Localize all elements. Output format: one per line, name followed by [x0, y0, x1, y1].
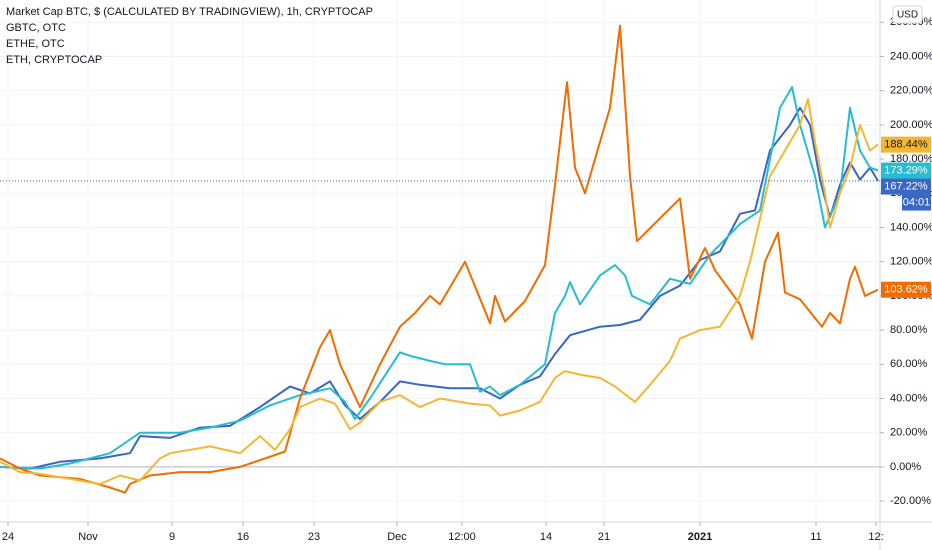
- x-tick-label: 11: [810, 531, 821, 543]
- series-line: [0, 98, 879, 485]
- x-tick-label: 2021: [688, 531, 712, 543]
- x-tick-label: 12:00: [448, 531, 476, 543]
- series-line: [0, 86, 879, 470]
- x-tick-label: 24: [2, 531, 14, 543]
- x-tick-label: 12:: [868, 531, 883, 543]
- y-tick-label: 40.00%: [890, 392, 928, 404]
- y-tick-label: -20.00%: [890, 495, 931, 507]
- y-tick-label: 20.00%: [890, 427, 928, 439]
- legend-entry: Market Cap BTC, $ (CALCULATED BY TRADING…: [6, 6, 373, 18]
- x-tick-label: Nov: [78, 531, 98, 543]
- y-tick-label: 80.00%: [890, 324, 928, 336]
- x-tick-label: 16: [237, 531, 249, 543]
- last-value-label: 173.29%: [884, 164, 928, 176]
- x-tick-label: 21: [598, 531, 610, 543]
- axes: -20.00%0.00%20.00%40.00%60.00%80.00%100.…: [2, 16, 932, 543]
- y-tick-label: 0.00%: [890, 461, 921, 473]
- x-tick-label: 23: [308, 531, 320, 543]
- y-tick-label: 180.00%: [890, 153, 932, 165]
- y-tick-label: 140.00%: [890, 221, 932, 233]
- last-value-label: 188.44%: [884, 139, 928, 151]
- legend-entry: ETH, CRYPTOCAP: [6, 54, 102, 66]
- last-value-box: [881, 281, 931, 298]
- series-line: [0, 24, 879, 494]
- currency-label[interactable]: USD: [897, 10, 918, 21]
- countdown-label: 04:01: [903, 196, 931, 208]
- countdown-box: [902, 194, 931, 211]
- lines: [0, 24, 880, 494]
- legend-entry: ETHE, OTC: [6, 38, 65, 50]
- y-tick-label: 200.00%: [890, 119, 932, 131]
- y-tick-label: 220.00%: [890, 85, 932, 97]
- y-tick-label: 240.00%: [890, 50, 932, 62]
- y-tick-label: 60.00%: [890, 358, 928, 370]
- last-value-label: 103.62%: [884, 284, 928, 296]
- last-value-box: [881, 162, 931, 179]
- y-tick-label: 120.00%: [890, 256, 932, 268]
- currency-button[interactable]: [892, 5, 923, 24]
- last-value-box: [881, 136, 931, 153]
- x-tick-label: 14: [540, 531, 552, 543]
- last-value-box: [881, 178, 931, 195]
- x-tick-label: 9: [169, 531, 175, 543]
- legend: Market Cap BTC, $ (CALCULATED BY TRADING…: [6, 6, 373, 66]
- last-value-label: 167.22%: [884, 180, 928, 192]
- legend-entry: GBTC, OTC: [6, 22, 66, 34]
- x-tick-label: Dec: [387, 531, 407, 543]
